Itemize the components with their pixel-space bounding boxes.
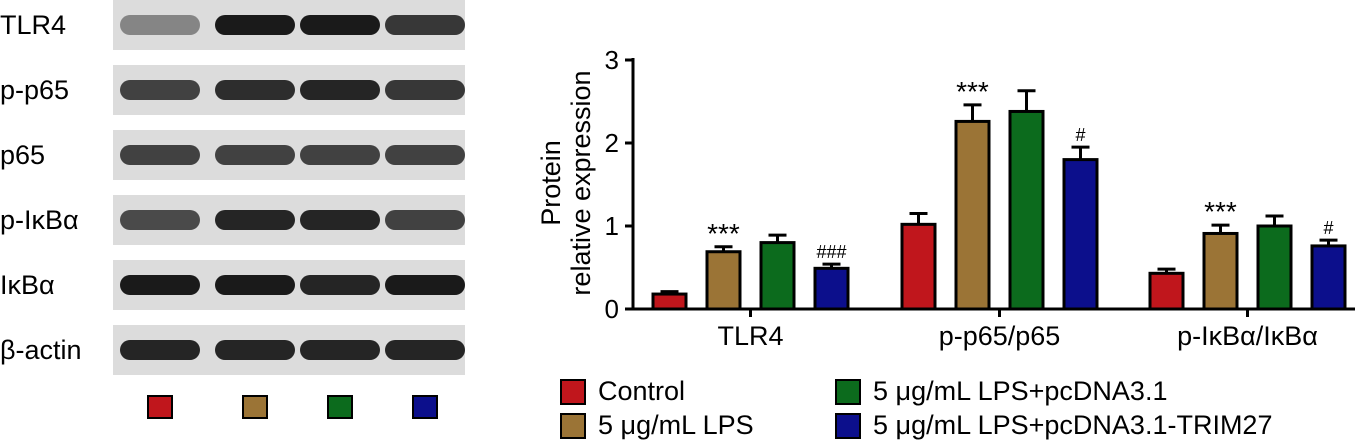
- bar: [954, 119, 991, 311]
- blot-strip: [113, 0, 465, 50]
- bar: [1008, 109, 1045, 311]
- x-tick-label: p-p65/p65: [939, 321, 1061, 351]
- blot-band: [215, 340, 295, 360]
- blot-band: [300, 340, 380, 360]
- bar: [813, 266, 850, 311]
- legend-label-control: Control: [598, 376, 686, 406]
- blot-band: [215, 145, 295, 165]
- lane-swatch: [327, 395, 353, 419]
- x-tick-label: p-IκBα/IκBα: [1177, 321, 1318, 351]
- lane-swatch: [412, 395, 438, 419]
- significance-label: ***: [1204, 196, 1237, 227]
- blot-band: [215, 210, 295, 230]
- blot-band: [120, 15, 200, 35]
- blot-band: [120, 80, 200, 100]
- blot-band: [300, 15, 380, 35]
- bar: [651, 292, 688, 311]
- blot-band: [385, 80, 465, 100]
- bar: [1148, 271, 1185, 311]
- legend-swatch-control: [560, 379, 586, 405]
- blot-band: [215, 80, 295, 100]
- blot-band: [300, 275, 380, 295]
- bar-chart: 0 1 2 3 Protein relative expression *** ### TLR4…: [536, 45, 1355, 351]
- legend-label-lps-pcdna: 5 μg/mL LPS+pcDNA3.1: [873, 376, 1168, 406]
- western-blot-panel: TLR4 p-p65 p65 p-IκBα IκBα β-actin: [0, 0, 480, 444]
- blot-strip: [113, 130, 465, 180]
- blot-band: [385, 340, 465, 360]
- significance-label: ***: [956, 76, 989, 107]
- blot-band: [300, 145, 380, 165]
- blot-strip: [113, 325, 465, 375]
- blot-row-label: β-actin: [0, 335, 82, 365]
- lane-swatch: [147, 395, 173, 419]
- significance-label: #: [1075, 125, 1085, 145]
- y-tick-label: 3: [605, 45, 619, 75]
- x-tick-label: TLR4: [717, 321, 783, 351]
- bar: [1256, 224, 1293, 311]
- y-tick-label: 0: [605, 294, 619, 324]
- legend-swatch-lps-pcdna: [835, 379, 861, 405]
- blot-row-label: p-IκBα: [0, 205, 79, 235]
- bar: [1062, 158, 1099, 311]
- bar: [759, 241, 796, 311]
- bar: [900, 222, 937, 311]
- y-axis-title-line1: Protein: [536, 140, 566, 226]
- blot-strip: [113, 65, 465, 115]
- blot-band: [385, 145, 465, 165]
- blot-row-label: TLR4: [0, 10, 67, 40]
- bar: [705, 250, 742, 311]
- blot-band: [215, 275, 295, 295]
- blot-strip: [113, 195, 465, 245]
- significance-label: #: [1323, 218, 1333, 238]
- y-tick-label: 2: [605, 128, 619, 158]
- bar: [1310, 244, 1347, 311]
- blot-band: [120, 145, 200, 165]
- significance-label: ***: [707, 218, 740, 249]
- blot-band: [385, 210, 465, 230]
- blot-row-label: IκBα: [0, 270, 55, 300]
- blot-strip: [113, 260, 465, 310]
- legend-swatch-lps-trim27: [835, 413, 861, 439]
- blot-band: [385, 15, 465, 35]
- legend-label-lps-trim27: 5 μg/mL LPS+pcDNA3.1-TRIM27: [873, 410, 1273, 440]
- y-axis-title-line2: relative expression: [566, 70, 596, 295]
- blot-band: [120, 210, 200, 230]
- legend-swatch-lps: [560, 413, 586, 439]
- blot-band: [215, 15, 295, 35]
- chart-legend: Control 5 μg/mL LPS 5 μg/mL LPS+pcDNA3.1…: [560, 376, 1360, 442]
- bar: [1202, 231, 1239, 311]
- blot-row-label: p-p65: [0, 75, 70, 105]
- blot-band: [120, 340, 200, 360]
- y-tick-label: 1: [605, 211, 619, 241]
- blot-band: [300, 80, 380, 100]
- legend-label-lps: 5 μg/mL LPS: [598, 410, 754, 440]
- blot-band: [120, 275, 200, 295]
- lane-swatch: [242, 395, 268, 419]
- blot-band: [300, 210, 380, 230]
- significance-label: ###: [816, 242, 846, 262]
- blot-band: [385, 275, 465, 295]
- blot-row-label: p65: [0, 140, 46, 170]
